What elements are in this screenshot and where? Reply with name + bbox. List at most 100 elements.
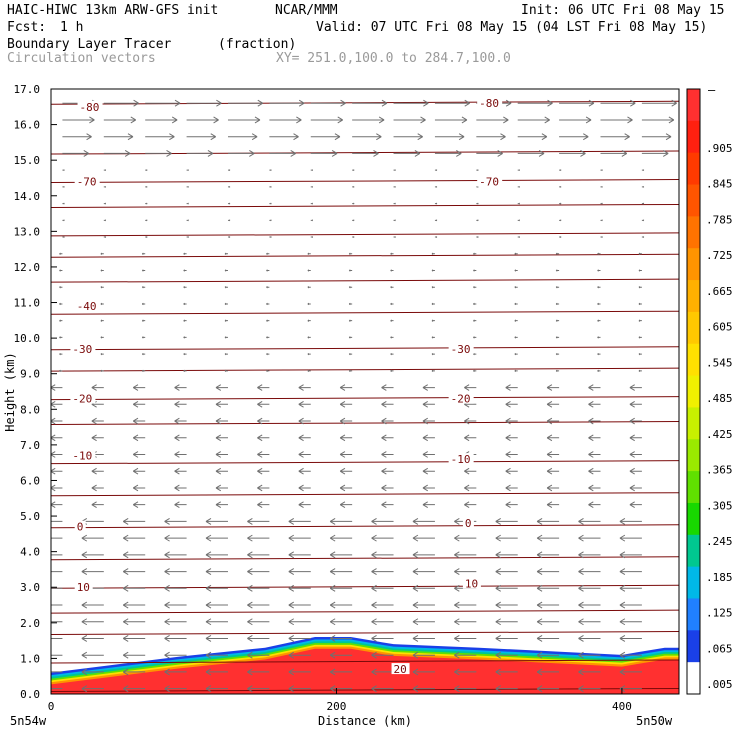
wind-vector — [307, 319, 311, 322]
wind-vector — [205, 668, 228, 676]
wind-vector — [205, 551, 228, 559]
wind-vector — [454, 685, 477, 693]
isotherm-line — [51, 278, 679, 283]
wind-vector — [266, 286, 270, 289]
wind-vector — [310, 185, 314, 188]
colorbar-segment — [687, 534, 700, 568]
wind-vector — [224, 336, 228, 339]
wind-vector — [59, 286, 63, 289]
colorbar-segment — [687, 184, 700, 217]
wind-vector — [247, 635, 270, 642]
valid-time: Valid: 07 UTC Fri 08 May 15 (04 LST Fri … — [316, 20, 708, 35]
wind-vector — [464, 434, 477, 442]
temp-label-bg — [462, 577, 481, 589]
colorbar-label: .485 — [706, 392, 733, 405]
wind-vector — [329, 651, 353, 659]
wind-vector — [381, 484, 394, 492]
wind-vector — [329, 568, 353, 576]
wind-vector — [132, 501, 146, 508]
wind-vector — [514, 269, 518, 272]
isotherm-line — [51, 203, 679, 208]
wind-vector — [422, 417, 435, 425]
wind-vector — [164, 517, 187, 525]
wind-vector — [412, 635, 435, 642]
colorbar-segment — [687, 89, 700, 122]
wind-vector — [145, 149, 172, 157]
wind-vector — [431, 286, 435, 289]
wind-vector — [559, 219, 562, 222]
colorbar-segment — [687, 343, 700, 377]
wind-vector — [205, 685, 228, 693]
wind-vector — [476, 116, 509, 124]
wind-vector — [103, 133, 134, 141]
wind-vector — [352, 236, 355, 238]
wind-vector — [352, 99, 388, 107]
wind-vector — [186, 149, 214, 157]
wind-vector — [215, 384, 228, 391]
wind-vector — [310, 99, 346, 107]
wind-vector — [495, 551, 518, 559]
wind-vector — [141, 286, 146, 289]
wind-vector — [422, 434, 435, 442]
wind-vector — [62, 169, 65, 172]
wind-vector — [310, 116, 344, 124]
colorbar-segment — [687, 439, 700, 472]
wind-vector — [307, 252, 311, 255]
x-tick-label: 200 — [327, 700, 347, 713]
wind-vector — [638, 269, 642, 272]
wind-vector — [91, 501, 104, 508]
wind-vector — [266, 269, 270, 272]
wind-vector — [298, 384, 311, 391]
wind-vector — [555, 336, 560, 339]
temp-label: -20 — [451, 393, 471, 406]
xy-label: XY= 251.0,100.0 to 284.7,100.0 — [276, 51, 511, 66]
temp-label-bg — [391, 663, 410, 675]
y-tick-label: 6.0 — [20, 474, 40, 487]
wind-vector — [473, 352, 477, 356]
wind-vector — [381, 417, 394, 425]
temp-label: -10 — [72, 450, 92, 463]
wind-vector — [247, 601, 270, 609]
wind-vector — [145, 99, 181, 107]
y-tick-label: 4.0 — [20, 546, 40, 559]
wind-vector — [288, 668, 311, 676]
wind-vector — [393, 202, 396, 205]
wind-vector — [454, 568, 477, 576]
wind-vector — [536, 551, 560, 559]
wind-vector — [381, 401, 394, 408]
wind-vector — [307, 286, 311, 289]
wind-vector — [600, 219, 603, 222]
wind-vector — [371, 635, 394, 642]
wind-vector — [412, 551, 435, 559]
wind-vector — [100, 302, 104, 306]
wind-vector — [205, 635, 228, 642]
wind-vector — [454, 668, 477, 676]
wind-vector — [269, 219, 272, 222]
wind-vector — [629, 467, 642, 475]
wind-vector — [266, 336, 270, 339]
isotherm-line — [51, 310, 679, 315]
wind-vector — [164, 651, 187, 659]
wind-vector — [393, 219, 396, 222]
wind-vector — [183, 286, 187, 289]
wind-vector — [431, 302, 435, 306]
isotherm-line — [51, 609, 679, 614]
wind-vector — [476, 169, 479, 172]
wind-vector — [100, 286, 104, 289]
wind-vector — [588, 484, 601, 492]
wind-vector — [546, 434, 560, 442]
isotherm-line — [51, 556, 679, 561]
colorbar-label: .785 — [706, 213, 733, 226]
wind-vector — [464, 467, 477, 475]
wind-vector — [597, 269, 601, 272]
wind-vector — [505, 401, 518, 408]
wind-vector — [100, 252, 104, 255]
wind-vector — [371, 685, 394, 693]
wind-vector — [329, 534, 353, 542]
wind-vector — [269, 116, 302, 124]
wind-vector — [339, 417, 353, 425]
temp-label-bg — [477, 97, 503, 109]
wind-vector — [473, 319, 477, 322]
wind-vector — [227, 116, 261, 124]
